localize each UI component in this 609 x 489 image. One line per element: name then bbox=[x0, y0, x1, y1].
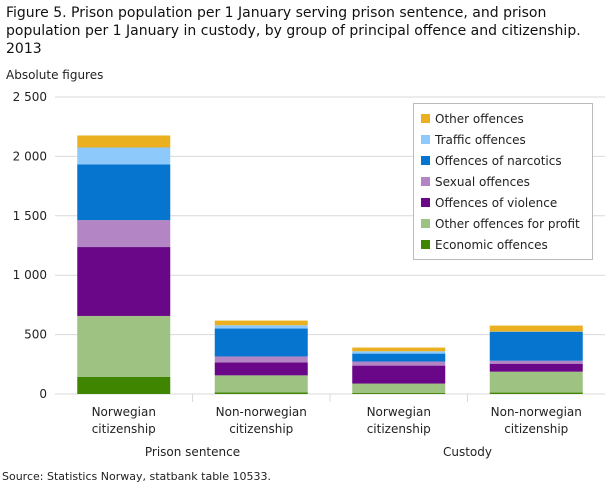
y-axis-label: Absolute figures bbox=[6, 68, 104, 82]
legend-swatch bbox=[421, 240, 430, 249]
bar-segment-other-offences bbox=[77, 135, 171, 148]
legend-swatch bbox=[421, 177, 430, 186]
bar-segment-traffic-offences bbox=[77, 147, 171, 165]
legend-item[interactable]: Other offences for profit bbox=[414, 213, 592, 234]
bar-segment-economic-offences bbox=[77, 376, 171, 394]
legend-swatch bbox=[421, 156, 430, 165]
legend-item[interactable]: Traffic offences bbox=[414, 129, 592, 150]
bar-segment-offences-of-violence bbox=[77, 247, 171, 316]
x-tick-label: Non-norwegian bbox=[216, 405, 307, 419]
bar-segment-other-offences bbox=[489, 325, 583, 332]
bar-segment-other-offences-for-profit bbox=[77, 315, 171, 377]
legend-swatch bbox=[421, 219, 430, 228]
y-tick-label: 1 000 bbox=[13, 268, 47, 282]
bar-segment-traffic-offences bbox=[352, 351, 446, 354]
legend-label: Offences of violence bbox=[435, 195, 558, 210]
bar-segment-offences-of-narcotics bbox=[352, 353, 446, 362]
bar-segment-economic-offences bbox=[352, 393, 446, 394]
legend-item[interactable]: Sexual offences bbox=[414, 171, 592, 192]
bar-segment-traffic-offences bbox=[214, 325, 308, 329]
legend-label: Offences of narcotics bbox=[435, 153, 562, 168]
bar-segment-economic-offences bbox=[489, 392, 583, 394]
legend-item[interactable]: Offences of violence bbox=[414, 192, 592, 213]
legend-swatch bbox=[421, 114, 430, 123]
bar-segment-offences-of-narcotics bbox=[489, 331, 583, 361]
bar-segment-other-offences bbox=[352, 347, 446, 352]
group-label: Prison sentence bbox=[145, 445, 240, 459]
y-tick-label: 1 500 bbox=[13, 209, 47, 223]
legend-label: Other offences for profit bbox=[435, 216, 580, 231]
source-note: Source: Statistics Norway, statbank tabl… bbox=[2, 470, 271, 483]
legend-swatch bbox=[421, 135, 430, 144]
legend-label: Sexual offences bbox=[435, 174, 530, 189]
bar-segment-other-offences-for-profit bbox=[214, 375, 308, 393]
x-tick-label: citizenship bbox=[504, 422, 568, 436]
legend-label: Economic offences bbox=[435, 237, 548, 252]
x-tick-label: citizenship bbox=[229, 422, 293, 436]
bar-segment-offences-of-narcotics bbox=[214, 328, 308, 357]
bar-segment-sexual-offences bbox=[352, 361, 446, 366]
x-tick-label: citizenship bbox=[92, 422, 156, 436]
x-tick-label: Norwegian bbox=[367, 405, 431, 419]
y-tick-label: 500 bbox=[24, 328, 47, 342]
bar-segment-sexual-offences bbox=[489, 360, 583, 364]
chart-title: Figure 5. Prison population per 1 Januar… bbox=[6, 5, 581, 57]
bar-segment-offences-of-narcotics bbox=[77, 164, 171, 221]
bar-segment-offences-of-violence bbox=[489, 363, 583, 372]
legend-item[interactable]: Economic offences bbox=[414, 234, 592, 255]
bar-segment-offences-of-violence bbox=[214, 362, 308, 376]
legend: Other offences Traffic offences Offences o… bbox=[413, 103, 593, 260]
bar-segment-other-offences-for-profit bbox=[489, 371, 583, 393]
y-tick-label: 0 bbox=[39, 387, 47, 401]
bar-segment-offences-of-violence bbox=[352, 365, 446, 384]
x-tick-label: Norwegian bbox=[92, 405, 156, 419]
bar-segment-sexual-offences bbox=[77, 220, 171, 248]
x-tick-label: Non-norwegian bbox=[491, 405, 582, 419]
legend-label: Other offences bbox=[435, 111, 524, 126]
bar-segment-sexual-offences bbox=[214, 356, 308, 363]
x-tick-label: citizenship bbox=[367, 422, 431, 436]
legend-label: Traffic offences bbox=[435, 132, 526, 147]
legend-item[interactable]: Offences of narcotics bbox=[414, 150, 592, 171]
y-tick-label: 2 000 bbox=[13, 149, 47, 163]
group-label: Custody bbox=[443, 445, 492, 459]
legend-item[interactable]: Other offences bbox=[414, 108, 592, 129]
bar-segment-other-offences-for-profit bbox=[352, 383, 446, 394]
bar-segment-economic-offences bbox=[214, 392, 308, 394]
bar-segment-other-offences bbox=[214, 320, 308, 326]
legend-swatch bbox=[421, 198, 430, 207]
y-tick-label: 2 500 bbox=[13, 90, 47, 104]
